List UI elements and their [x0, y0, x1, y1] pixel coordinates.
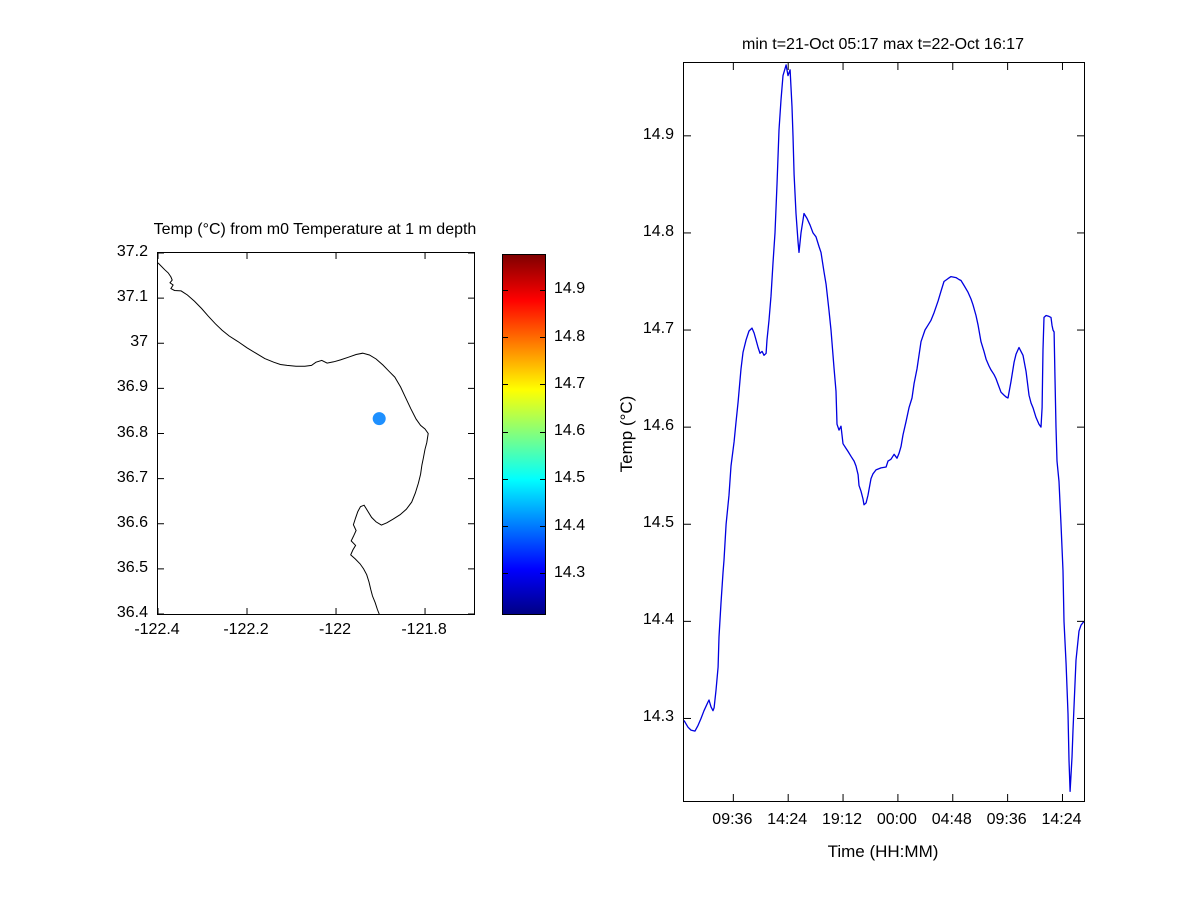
timeseries-title: min t=21-Oct 05:17 max t=22-Oct 16:17 [742, 36, 1024, 53]
tick-label: 09:36 [986, 811, 1027, 828]
tick-label: 36.7 [116, 468, 148, 486]
tick-label: 19:12 [822, 811, 863, 828]
tick-label: 14.8 [642, 222, 674, 240]
colorbar-tick [540, 573, 545, 575]
map-title: Temp (°C) from m0 Temperature at 1 m dep… [153, 221, 477, 238]
colorbar-tick [540, 289, 545, 291]
colorbar-tick [503, 384, 508, 386]
map-canvas [157, 252, 474, 615]
tick-label: 14.3 [554, 563, 586, 581]
tick-label: -122.4 [134, 621, 180, 638]
coastline-path [157, 262, 429, 615]
tick-label: 36.6 [116, 513, 148, 531]
tick-label: 14.3 [642, 708, 674, 726]
tick-label: 14:24 [1041, 811, 1082, 828]
colorbar-tick [540, 478, 545, 480]
tick-label: 36.8 [116, 423, 148, 441]
temperature-line [683, 64, 1085, 792]
tick-label: -122 [319, 621, 352, 638]
tick-label: -122.2 [223, 621, 269, 638]
timeseries-x-axis-label: Time (HH:MM) [827, 842, 939, 861]
timeseries-canvas [683, 63, 1085, 801]
colorbar-tick [540, 431, 545, 433]
timeseries-y-axis-label: Temp (°C) [617, 395, 636, 473]
tick-label: 09:36 [712, 811, 753, 828]
tick-label: 37.2 [116, 243, 148, 260]
tick-label: 36.5 [116, 558, 148, 576]
colorbar [502, 254, 546, 615]
colorbar-tick [503, 431, 508, 433]
tick-label: 37 [130, 333, 148, 351]
tick-label: 14.7 [554, 374, 586, 392]
tick-label: 36.4 [116, 604, 148, 621]
tick-label: 14.9 [554, 280, 586, 298]
tick-label: -121.8 [401, 621, 447, 638]
colorbar-tick [503, 573, 508, 575]
colorbar-tick [503, 337, 508, 339]
tick-label: 14.5 [642, 514, 674, 532]
tick-label: 14.8 [554, 327, 586, 345]
colorbar-tick [540, 526, 545, 528]
tick-label: 04:48 [931, 811, 972, 828]
tick-label: 14.5 [554, 469, 586, 487]
colorbar-tick [503, 289, 508, 291]
colorbar-tick [503, 526, 508, 528]
tick-label: 14.6 [642, 417, 674, 435]
colorbar-tick [503, 478, 508, 480]
tick-label: 14.9 [642, 125, 674, 143]
tick-label: 36.9 [116, 378, 148, 396]
tick-label: 37.1 [116, 288, 148, 306]
timeseries-plot-area [683, 62, 1085, 802]
colorbar-tick [540, 337, 545, 339]
tick-label: 14:24 [767, 811, 808, 828]
colorbar-tick [540, 384, 545, 386]
tick-label: 14.4 [642, 611, 674, 629]
mooring-station-marker [372, 412, 386, 426]
tick-label: 14.6 [554, 422, 586, 440]
tick-label: 14.4 [554, 516, 586, 534]
tick-label: 00:00 [876, 811, 917, 828]
map-plot-area [157, 252, 475, 615]
tick-label: 14.7 [642, 320, 674, 338]
